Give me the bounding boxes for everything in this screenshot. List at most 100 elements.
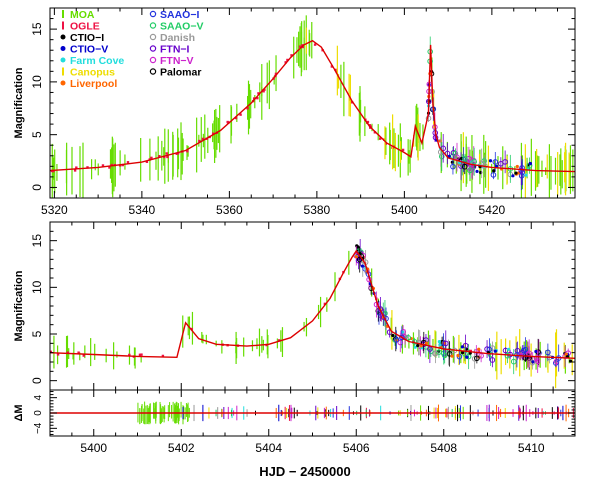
- ogle-point: [190, 327, 193, 331]
- followup-circle-point: [487, 351, 494, 358]
- followup-circle-point: [458, 163, 464, 169]
- x-tick-label: 5400: [80, 441, 107, 455]
- y-tick-label: 15: [30, 22, 44, 36]
- ogle-point: [323, 302, 327, 306]
- ogle-point: [66, 351, 70, 354]
- followup-circle-point: [399, 334, 405, 341]
- legend-swatch: [149, 45, 157, 52]
- y-tick-label: 5: [30, 131, 44, 138]
- legend-swatch: [60, 57, 66, 63]
- followup-circle-point: [393, 337, 400, 343]
- y-ticks: 0 5 10 15: [30, 221, 575, 391]
- followup-dot-point: [524, 173, 528, 177]
- followup-circle-point: [466, 155, 472, 162]
- followup-dot-point: [413, 345, 417, 349]
- followup-circle-point: [432, 350, 439, 357]
- ogle-point: [286, 58, 289, 62]
- y-tick-label: 0: [33, 410, 44, 416]
- followup-dot-point: [515, 164, 519, 169]
- legend-swatch: [60, 46, 66, 51]
- followup-circle-point: [397, 339, 404, 346]
- ogle-point: [110, 163, 113, 167]
- followup-circle-point: [442, 340, 449, 347]
- ogle-point: [175, 152, 178, 155]
- ogle-point: [263, 88, 266, 91]
- followup-circle-point: [461, 163, 468, 170]
- followup-circle-point: [502, 159, 508, 165]
- ogle-point: [138, 353, 142, 356]
- followup-circle-point: [441, 352, 448, 359]
- ogle-point: [150, 156, 153, 160]
- followup-circle-point: [454, 154, 460, 161]
- x-tick-label: 5320: [41, 203, 68, 217]
- legend-entry: FTN−I: [149, 44, 190, 56]
- legend-label: MOA: [70, 9, 95, 21]
- followup-circle-point: [474, 355, 480, 362]
- x-tick-label: 5402: [168, 441, 195, 455]
- x-tick-label: 5360: [216, 203, 243, 217]
- followup-dot-point: [438, 139, 442, 143]
- followup-dot-point: [514, 171, 518, 175]
- ogle-point: [75, 166, 78, 169]
- legend-swatch: [60, 34, 66, 40]
- ogle-point: [140, 353, 143, 356]
- followup-circle-point: [529, 359, 536, 366]
- legend-swatch: [149, 22, 157, 29]
- ogle-point: [52, 169, 55, 173]
- ogle-point: [198, 139, 201, 143]
- followup-circle-point: [471, 158, 477, 165]
- followup-circle-point: [405, 335, 412, 341]
- y-tick-label: 10: [30, 280, 44, 294]
- followup-circle-point: [489, 357, 496, 363]
- legend-label: Liverpool: [70, 78, 117, 90]
- followup-dot-point: [534, 349, 538, 354]
- ogle-point: [161, 354, 165, 358]
- followup-dot-point: [450, 354, 454, 358]
- legend-entry: Canopus: [62, 67, 115, 79]
- legend-label: Farm Cove: [70, 55, 124, 67]
- legend-entry: Danish: [149, 32, 195, 44]
- x-tick-label: 5340: [129, 203, 156, 217]
- x-axis-label: HJD − 2450000: [259, 464, 350, 479]
- y-tick-label: 5: [30, 330, 44, 337]
- legend-swatch: [149, 10, 157, 18]
- ogle-point: [274, 72, 278, 76]
- ogle-point: [77, 351, 80, 354]
- ogle-point: [101, 164, 105, 167]
- followup-circle-point: [427, 346, 433, 352]
- ogle-point: [469, 349, 473, 353]
- followup-dot-point: [356, 245, 360, 249]
- legend-label: Canopus: [70, 67, 115, 79]
- followup-dot-point: [493, 349, 497, 353]
- legend-swatch: [149, 68, 157, 75]
- ogle-point: [73, 169, 77, 172]
- legend-label: OGLE: [70, 21, 100, 33]
- ogle-point: [368, 124, 371, 127]
- followup-circle-point: [400, 329, 406, 335]
- legend-label: FTN−V: [160, 55, 194, 67]
- ogle-point: [108, 166, 111, 169]
- plot-area-residuals: [50, 401, 575, 425]
- y-tick-label: 15: [30, 234, 44, 248]
- x-tick-label: 5380: [304, 203, 331, 217]
- ogle-point: [165, 152, 168, 155]
- legend-swatch: [149, 56, 157, 64]
- legend-entry: OGLE: [62, 21, 100, 33]
- y-axis-label: Magnification: [13, 67, 25, 138]
- followup-dot-point: [531, 360, 535, 364]
- ogle-point: [378, 137, 382, 140]
- followup-dot-point: [450, 160, 454, 164]
- followup-circle-point: [534, 358, 541, 365]
- x-tick-label: 5408: [430, 441, 457, 455]
- model-curve: [50, 249, 575, 359]
- followup-circle-point: [545, 349, 551, 356]
- legend-entry: MOA: [62, 9, 95, 21]
- followup-dot-point: [447, 154, 451, 159]
- legend-label: Danish: [160, 32, 195, 44]
- followup-dot-point: [477, 347, 481, 351]
- followup-dot-point: [437, 339, 441, 344]
- followup-dot-point: [457, 161, 462, 165]
- ogle-point: [226, 120, 229, 124]
- ogle-point: [166, 155, 169, 159]
- ogle-point: [401, 148, 405, 152]
